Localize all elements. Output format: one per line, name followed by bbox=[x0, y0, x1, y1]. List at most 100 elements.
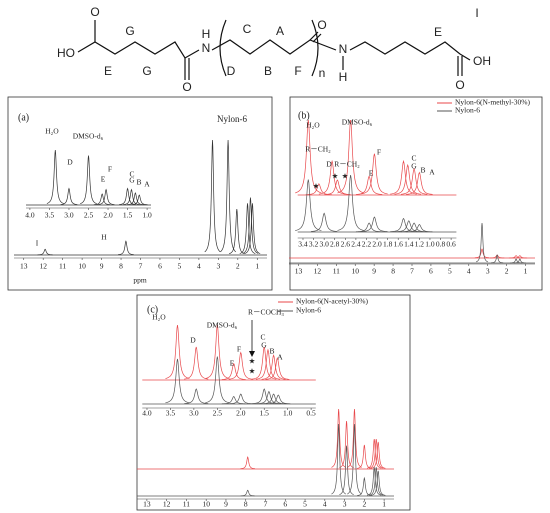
peak bbox=[204, 139, 221, 253]
peak bbox=[205, 356, 230, 404]
peak bbox=[318, 159, 346, 195]
x-tick-label: 0.8 bbox=[436, 240, 446, 249]
peak-label: H₂O bbox=[306, 121, 320, 130]
peak bbox=[394, 163, 421, 195]
x-tick-label: 2.2 bbox=[362, 240, 372, 249]
x-tick-label: 9 bbox=[372, 267, 376, 276]
peak-label: A bbox=[429, 168, 435, 177]
x-tick-label: 2.5 bbox=[84, 211, 94, 220]
peak-label: ★ bbox=[342, 172, 349, 181]
peak-label: R－CH₂ bbox=[305, 145, 331, 154]
x-tick-label: 1 bbox=[255, 262, 259, 271]
peak bbox=[294, 119, 322, 194]
peak-label: D bbox=[67, 158, 73, 167]
atom-label: G bbox=[125, 24, 134, 38]
x-tick-label: 11 bbox=[59, 262, 66, 271]
x-tick-label: 4 bbox=[197, 262, 201, 271]
peak bbox=[357, 476, 372, 496]
legend-label: Nylon-6 bbox=[296, 306, 321, 315]
peak bbox=[239, 203, 256, 254]
panel-title: (b) bbox=[298, 110, 310, 121]
peak bbox=[366, 467, 382, 496]
x-tick-label: 7 bbox=[410, 267, 414, 276]
x-tick-label: 3 bbox=[343, 500, 347, 509]
x-tick-label: 3 bbox=[486, 267, 490, 276]
peak-label: DMSO-d₆ bbox=[342, 118, 373, 127]
peak bbox=[37, 248, 53, 256]
peak bbox=[366, 438, 382, 469]
x-tick-label: 1.0 bbox=[142, 211, 152, 220]
x-tick-label: 1 bbox=[524, 267, 528, 276]
peak-label: B bbox=[420, 166, 425, 175]
atom-label: HO bbox=[57, 46, 75, 60]
x-tick-label: 3.5 bbox=[45, 211, 55, 220]
x-axis-label: ppm bbox=[133, 276, 147, 285]
x-tick-label: 3.5 bbox=[166, 409, 176, 418]
x-tick-label: 12 bbox=[39, 262, 47, 271]
x-tick-label: 2 bbox=[236, 262, 240, 271]
peak-label: H₂O bbox=[152, 313, 166, 322]
peak-label: I bbox=[36, 239, 39, 248]
arrow-head bbox=[249, 351, 255, 357]
peak-label: F bbox=[237, 345, 241, 354]
peak bbox=[228, 393, 253, 405]
atom-label: B bbox=[264, 64, 272, 78]
peak bbox=[60, 187, 78, 205]
x-tick-label: 2.6 bbox=[341, 240, 351, 249]
peak bbox=[97, 188, 115, 205]
peak bbox=[255, 348, 281, 380]
atom-label: E bbox=[104, 64, 112, 78]
peak bbox=[370, 441, 386, 469]
peak-label: D bbox=[326, 160, 332, 169]
peak bbox=[368, 467, 384, 496]
bracket bbox=[311, 19, 319, 77]
peak bbox=[513, 258, 526, 264]
peak bbox=[240, 489, 255, 497]
x-tick-label: 2.4 bbox=[351, 240, 361, 249]
peak bbox=[228, 351, 253, 380]
peak-label: R－CH₂ bbox=[334, 160, 360, 169]
peak-label: E bbox=[230, 359, 235, 368]
peak-label: H bbox=[101, 233, 107, 242]
atom-label: I bbox=[475, 6, 478, 20]
peak bbox=[242, 197, 259, 254]
peak bbox=[370, 470, 386, 496]
atom-label: O bbox=[455, 78, 464, 92]
x-tick-label: 3.0 bbox=[189, 409, 199, 418]
x-tick-label: 2 bbox=[362, 500, 366, 509]
peak bbox=[119, 187, 136, 205]
peak bbox=[244, 203, 261, 254]
peak bbox=[126, 192, 144, 206]
atom-label: A bbox=[276, 24, 284, 38]
atom-label: n bbox=[319, 66, 326, 80]
peak bbox=[357, 444, 372, 469]
x-tick-label: 10 bbox=[202, 500, 210, 509]
peak-label: G bbox=[261, 341, 267, 350]
legend-label: Nylon-6 bbox=[217, 114, 247, 124]
peak bbox=[475, 222, 489, 263]
peak-label: ★ bbox=[313, 182, 320, 191]
x-tick-label: 1.0 bbox=[425, 240, 435, 249]
peak bbox=[310, 212, 338, 232]
peak bbox=[355, 175, 383, 195]
peak bbox=[256, 390, 281, 405]
peak bbox=[118, 240, 134, 255]
bond bbox=[349, 41, 471, 61]
x-tick-label: 8 bbox=[391, 267, 395, 276]
peak bbox=[361, 153, 388, 195]
x-tick-label: 12 bbox=[314, 267, 322, 276]
peak-label: ★ bbox=[249, 357, 256, 366]
peak bbox=[165, 324, 190, 379]
panel bbox=[7, 96, 273, 291]
atom-label: E bbox=[434, 25, 442, 39]
atom-label: H bbox=[202, 27, 211, 41]
legend-label: Nylon-6(N-methyl-30%) bbox=[455, 98, 530, 107]
x-tick-label: 3.0 bbox=[64, 211, 74, 220]
x-tick-label: 0.6 bbox=[446, 240, 456, 249]
peak-label: A bbox=[277, 353, 283, 362]
peak-label: G bbox=[411, 162, 417, 171]
x-tick-label: 3.4 bbox=[298, 240, 308, 249]
x-tick-label: 1.2 bbox=[415, 240, 425, 249]
x-tick-label: 11 bbox=[183, 500, 190, 509]
